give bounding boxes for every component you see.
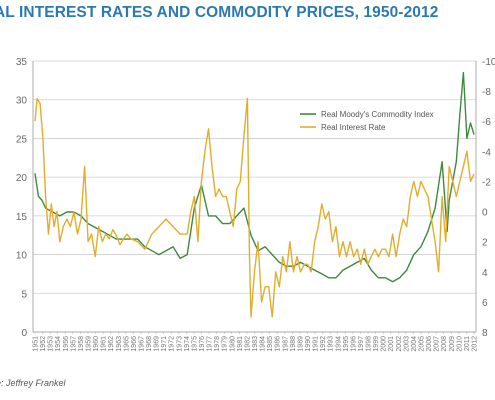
x-axis-tick-label: 1961 (101, 336, 108, 352)
x-axis-tick-label: 1966 (131, 336, 138, 352)
x-axis-tick-label: 1963 (116, 336, 123, 352)
x-axis-tick-label: 1998 (366, 336, 373, 352)
x-axis-tick-label: 2004 (411, 336, 418, 352)
x-axis-tick-label: 1975 (191, 336, 198, 352)
x-axis-tick-label: 1988 (290, 336, 297, 352)
x-axis-tick-label: 1954 (55, 336, 62, 352)
right-axis-tick-label: -4 (482, 147, 491, 158)
x-axis-tick-label: 2007 (434, 336, 441, 352)
right-axis-tick-label: -6 (482, 117, 491, 128)
legend-entry: Real Moody's Commodity Index (321, 110, 434, 119)
left-axis-tick-label: 25 (16, 134, 28, 145)
x-axis-tick-label: 2011 (464, 336, 471, 351)
x-axis-tick-label: 1991 (313, 336, 320, 352)
x-axis-tick-label: 1973 (176, 336, 183, 352)
x-axis-tick-label: 1982 (244, 336, 251, 352)
x-axis-tick-label: 1983 (252, 336, 259, 352)
left-axis-tick-label: 20 (16, 173, 28, 184)
x-axis-tick-label: 1951 (33, 336, 40, 352)
x-axis-tick-label: 1976 (199, 336, 206, 352)
x-axis-tick-label: 2006 (426, 336, 433, 352)
x-axis-tick-label: 2009 (449, 336, 456, 352)
x-axis-tick-label: 1986 (275, 336, 282, 352)
x-axis-tick-label: 1997 (358, 336, 365, 352)
x-axis-tick-label: 1969 (154, 336, 161, 352)
x-axis-tick-label: 1968 (146, 336, 153, 352)
chart-title: AL INTEREST RATES AND COMMODITY PRICES, … (0, 4, 439, 21)
series-line-real-interest-rate (34, 97, 475, 318)
right-axis-tick-label: 4 (482, 268, 488, 279)
x-axis-tick-label: 1977 (207, 336, 214, 352)
x-axis-tick-label: 1995 (343, 336, 350, 352)
x-axis-tick-label: 2002 (396, 336, 403, 352)
x-axis-tick-label: 1985 (267, 336, 274, 352)
x-axis-tick-label: 1967 (138, 336, 145, 352)
x-axis-tick-label: 1952 (40, 336, 47, 352)
x-axis-tick-label: 1962 (108, 336, 115, 352)
x-axis-tick-label: 1971 (161, 336, 168, 352)
legend-entry: Real Interest Rate (321, 123, 386, 132)
x-axis-tick-label: 1993 (328, 336, 335, 352)
right-axis-tick-label: -10 (482, 57, 495, 68)
right-axis-tick-label: -2 (482, 177, 491, 188)
left-axis-tick-label: 15 (16, 212, 28, 223)
x-axis-tick-label: 1957 (70, 336, 77, 352)
x-axis-tick-label: 1974 (184, 336, 191, 352)
x-axis-tick-label: 1989 (297, 336, 304, 352)
x-axis-tick-label: 1972 (169, 336, 176, 352)
x-axis-tick-label: 1999 (373, 336, 380, 352)
x-axis-tick-label: 1959 (85, 336, 92, 352)
x-axis-tick-label: 1965 (123, 336, 130, 352)
x-axis-tick-label: 1979 (222, 336, 229, 352)
right-axis-tick-label: 8 (482, 328, 488, 339)
x-axis-tick-label: 1996 (350, 336, 357, 352)
x-axis-tick-label: 1953 (48, 336, 55, 352)
right-axis-tick-label: 6 (482, 298, 488, 309)
x-axis-tick-label: 1958 (78, 336, 85, 352)
x-axis-tick-label: 1956 (63, 336, 70, 352)
right-axis-tick-label: -8 (482, 87, 491, 98)
right-axis-tick-label: 2 (482, 238, 488, 249)
left-axis-tick-label: 30 (16, 96, 28, 107)
x-axis-tick-label: 1978 (214, 336, 221, 352)
series-line-commodity-index (34, 71, 475, 283)
x-axis-tick-label: 1980 (229, 336, 236, 352)
x-axis-tick-label: 2005 (419, 336, 426, 352)
x-axis-tick-label: 1990 (305, 336, 312, 352)
right-axis-tick-label: 0 (482, 208, 488, 219)
x-axis-tick-label: 1960 (93, 336, 100, 352)
x-axis-tick-label: 2003 (403, 336, 410, 352)
x-axis-tick-label: 1984 (260, 336, 267, 352)
x-axis-tick-label: 1992 (320, 336, 327, 352)
x-axis-tick-label: 2012 (472, 336, 479, 352)
left-axis-tick-label: 10 (16, 251, 28, 262)
x-axis-tick-label: 2010 (456, 336, 463, 352)
x-axis-tick-label: 2001 (388, 336, 395, 352)
x-axis-tick-label: 2000 (381, 336, 388, 352)
x-axis-tick-label: 2008 (441, 336, 448, 352)
x-axis-tick-label: 1981 (237, 336, 244, 352)
source-note: e: Jeffrey Frankel (0, 378, 66, 388)
left-axis-tick-label: 0 (21, 328, 27, 339)
left-axis-tick-label: 5 (21, 289, 27, 300)
x-axis-tick-label: 1987 (282, 336, 289, 352)
left-axis-tick-label: 35 (16, 57, 28, 68)
x-axis-tick-label: 1994 (335, 336, 342, 352)
